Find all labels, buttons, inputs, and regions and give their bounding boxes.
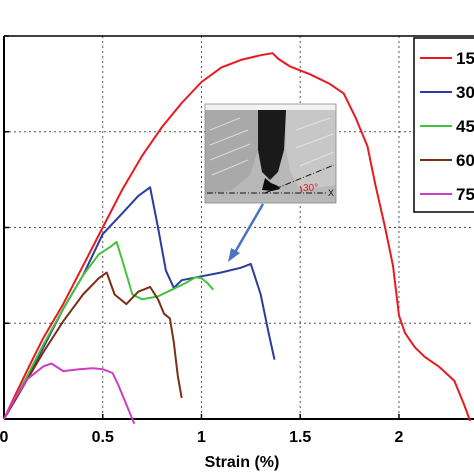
- hatch-6: [295, 133, 334, 149]
- hatch-7: [299, 151, 335, 167]
- series-line-45: [3, 240, 215, 420]
- hatch-4: [211, 159, 249, 176]
- legend-label-15: 15: [456, 49, 474, 68]
- legend-label-75: 75: [456, 185, 474, 204]
- legend: 15 30 45 60 75: [413, 37, 474, 213]
- x-tick-label-4: 2: [395, 429, 404, 446]
- crack: [262, 178, 280, 191]
- legend-label-45: 45: [456, 117, 474, 136]
- micrograph-top-band: [205, 104, 336, 110]
- hatch-1: [209, 117, 241, 131]
- series-line-75: [3, 362, 136, 425]
- x-axis-title: Strain (%): [205, 454, 280, 471]
- legend-label-30: 30: [456, 83, 474, 102]
- hatch-5: [295, 117, 331, 131]
- series-lines: [3, 52, 472, 425]
- hatch-3: [209, 143, 251, 161]
- legend-label-60: 60: [456, 151, 474, 170]
- series-line-60: [3, 271, 183, 420]
- inset-arrow: [228, 203, 265, 262]
- x-tick-label-1: 0.5: [92, 429, 114, 446]
- series-line-15: [3, 52, 472, 422]
- hatch-2: [209, 129, 249, 146]
- x-tick-label-2: 1: [197, 429, 206, 446]
- x-tick-label-0: 0: [0, 429, 9, 446]
- angle-arc: [299, 185, 302, 194]
- micrograph-right-region: [286, 110, 336, 190]
- x-tick-label-3: 1.5: [289, 429, 311, 446]
- notch: [258, 110, 286, 180]
- inset-x-label: X: [328, 188, 334, 198]
- inset-crack-direction: [264, 164, 335, 194]
- angle-label: 30°: [303, 183, 318, 194]
- axes: 0 0.5 1 1.5 2: [0, 35, 474, 446]
- inset-micrograph: 30° X: [204, 103, 337, 204]
- inset-border: [204, 103, 337, 204]
